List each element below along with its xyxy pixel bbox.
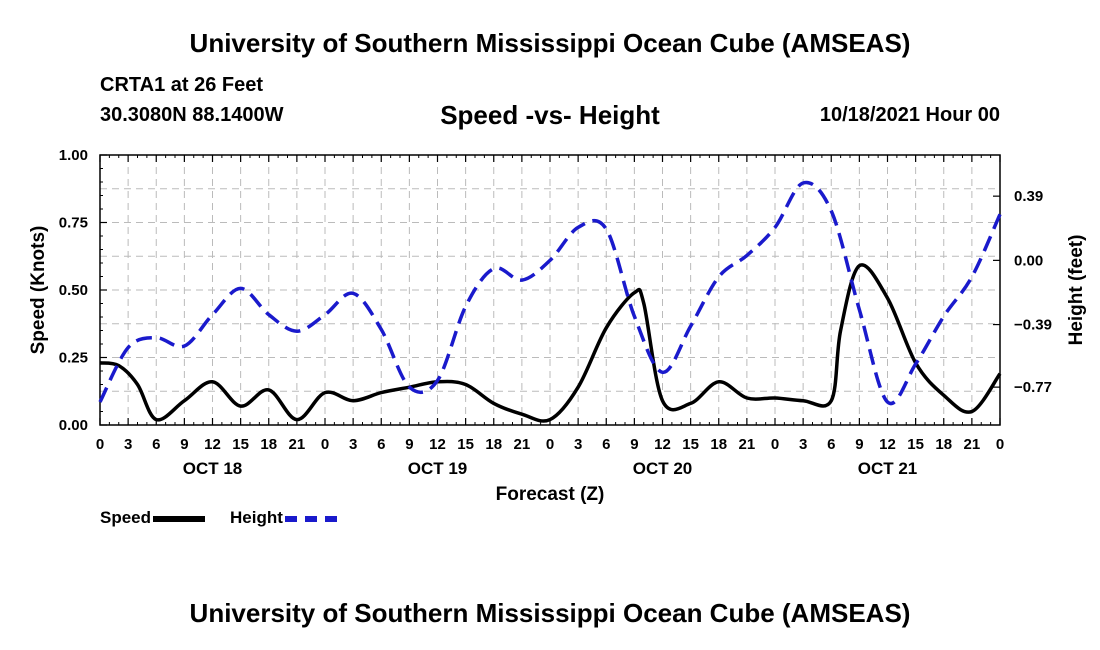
x-tick-label: 3 — [349, 436, 357, 453]
y2-tick-label: −0.39 — [1014, 317, 1052, 334]
y-tick-label: 1.00 — [59, 147, 88, 164]
x-tick-label: 21 — [514, 436, 531, 453]
x-tick-label: 9 — [630, 436, 638, 453]
y2-axis-title: Height (feet) — [1066, 235, 1087, 346]
x-tick-label: 9 — [405, 436, 413, 453]
x-tick-label: 18 — [485, 436, 502, 453]
x-tick-label: 6 — [152, 436, 160, 453]
x-tick-label: 15 — [907, 436, 924, 453]
y2-tick-label: −0.77 — [1014, 379, 1052, 396]
x-tick-label: 9 — [180, 436, 188, 453]
x-tick-label: 15 — [682, 436, 699, 453]
y-tick-label: 0.25 — [59, 350, 88, 367]
y2-tick-label: 0.39 — [1014, 188, 1043, 205]
x-tick-label: 12 — [654, 436, 671, 453]
x-axis-title: Forecast (Z) — [496, 484, 605, 505]
y-axis-title: Speed (Knots) — [28, 226, 49, 355]
x-tick-label: 12 — [429, 436, 446, 453]
legend-item-speed: Speed — [100, 508, 206, 528]
legend-item-height: Height — [230, 508, 337, 528]
x-tick-label: 15 — [232, 436, 249, 453]
forecast-run-time: 10/18/2021 Hour 00 — [819, 104, 1000, 126]
legend-speed-line — [153, 515, 206, 522]
x-tick-label: 6 — [602, 436, 610, 453]
series-line-height — [98, 180, 1002, 406]
series-line-speed — [99, 263, 1002, 423]
x-tick-label: 6 — [377, 436, 385, 453]
day-label: OCT 19 — [408, 459, 468, 478]
x-tick-label: 3 — [799, 436, 807, 453]
station-name: CRTA1 at 26 Feet — [100, 74, 264, 96]
x-tick-label: 0 — [321, 436, 329, 453]
page-title: University of Southern Mississippi Ocean… — [189, 28, 911, 58]
legend-speed-label: Speed — [100, 508, 152, 527]
x-tick-label: 0 — [996, 436, 1004, 453]
x-tick-label: 12 — [879, 436, 896, 453]
y-tick-label: 0.75 — [59, 215, 88, 232]
x-tick-label: 12 — [204, 436, 221, 453]
day-label: OCT 21 — [858, 459, 918, 478]
x-tick-label: 15 — [457, 436, 474, 453]
day-label: OCT 18 — [183, 459, 243, 478]
x-tick-label: 18 — [710, 436, 727, 453]
x-tick-label: 18 — [935, 436, 952, 453]
legend-height-line — [284, 515, 337, 522]
x-tick-label: 6 — [827, 436, 835, 453]
x-tick-label: 0 — [546, 436, 554, 453]
speed-height-chart: 0 3 6 9 12 15 18 21 0 3 6 9 12 15 18 21 0 3 6 9 12 15 18 21 0 3 6 9… — [28, 147, 1087, 505]
x-tick-label: 9 — [855, 436, 863, 453]
y2-tick-label: 0.00 — [1014, 252, 1043, 269]
x-tick-label: 21 — [739, 436, 756, 453]
x-tick-label: 21 — [964, 436, 981, 453]
footer-title: University of Southern Mississippi Ocean… — [189, 598, 911, 628]
x-tick-label: 18 — [260, 436, 277, 453]
x-tick-label: 21 — [289, 436, 306, 453]
x-tick-label: 0 — [96, 436, 104, 453]
x-tick-label: 0 — [771, 436, 779, 453]
chart-title: Speed -vs- Height — [440, 100, 660, 130]
station-coordinates: 30.3080N 88.1400W — [100, 104, 284, 126]
y-tick-label: 0.00 — [59, 417, 88, 434]
x-tick-label: 3 — [124, 436, 132, 453]
day-label: OCT 20 — [633, 459, 693, 478]
x-tick-label: 3 — [574, 436, 582, 453]
y-tick-label: 0.50 — [59, 282, 88, 299]
legend-height-label: Height — [230, 508, 283, 527]
